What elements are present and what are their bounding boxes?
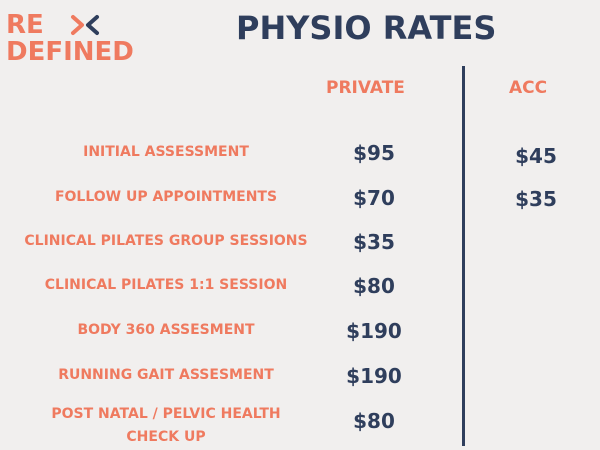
private-price: $80 [353,409,395,433]
private-price: $190 [346,364,402,388]
private-price: $80 [353,274,395,298]
service-label: FOLLOW UP APPOINTMENTS [54,189,278,205]
service-label: RUNNING GAIT ASSESMENT [58,367,274,383]
acc-price: $45 [515,144,557,168]
x-cross-icon [71,15,99,35]
column-header-acc: ACC [509,78,548,98]
logo: RE DEFINED [6,10,166,70]
private-price: $70 [353,186,395,210]
column-divider [462,66,465,446]
page-title: PHYSIO RATES [236,9,497,47]
service-label-line2: CHECK UP [126,429,206,445]
service-label: INITIAL ASSESSMENT [83,144,249,160]
service-label: BODY 360 ASSESMENT [77,322,255,338]
private-price: $95 [353,141,395,165]
acc-price: $35 [515,187,557,211]
private-price: $35 [353,230,395,254]
logo-text-defined: DEFINED [6,37,134,67]
service-label: CLINICAL PILATES GROUP SESSIONS [24,233,308,249]
service-label: CLINICAL PILATES 1:1 SESSION [44,277,288,293]
service-label-line1: POST NATAL / PELVIC HEALTH [51,406,281,422]
service-label: POST NATAL / PELVIC HEALTH CHECK UP [8,403,324,449]
private-price: $190 [346,319,402,343]
logo-text-re: RE [6,10,44,40]
column-header-private: PRIVATE [326,78,405,98]
